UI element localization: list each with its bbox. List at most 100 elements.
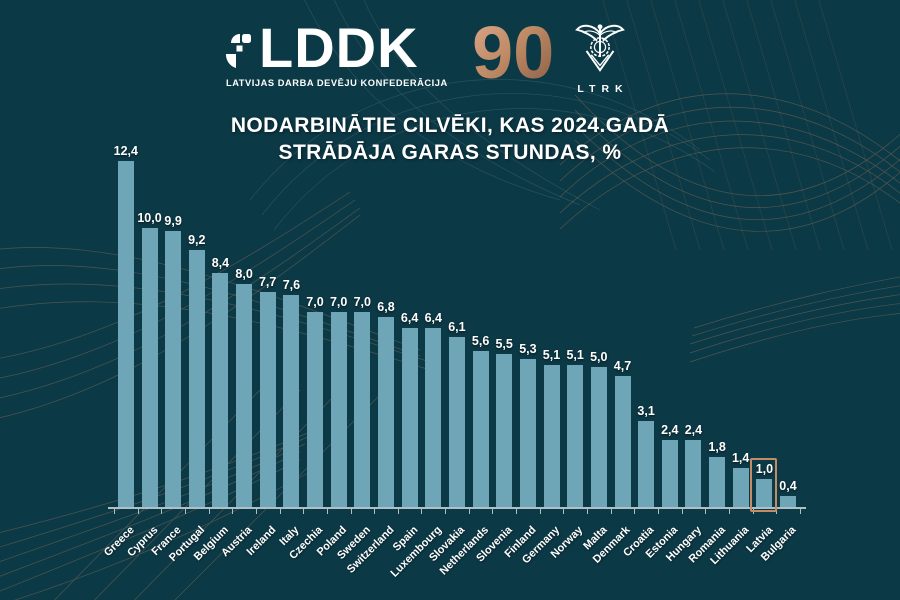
value-label: 7,7 xyxy=(258,275,277,289)
value-label: 8,4 xyxy=(211,256,230,270)
x-axis-tick xyxy=(799,507,801,514)
bar-croatia xyxy=(638,421,655,507)
category-label: Bulgaria xyxy=(660,520,799,564)
bar-latvia xyxy=(756,479,773,507)
bar-greece xyxy=(117,161,134,507)
bar-sweden xyxy=(354,312,371,507)
value-label: 5,0 xyxy=(590,350,608,364)
lddk-logo-mark-icon xyxy=(226,33,251,68)
value-label: 5,3 xyxy=(519,342,537,356)
value-label: 5,1 xyxy=(566,348,584,362)
value-label: 2,4 xyxy=(661,423,679,437)
bar-spain xyxy=(401,328,418,507)
bar-cyprus xyxy=(141,228,158,507)
value-label: 5,6 xyxy=(471,334,490,348)
bar-denmark xyxy=(614,376,631,507)
x-axis-tick xyxy=(705,507,707,514)
bar-czechia xyxy=(307,312,323,507)
x-axis-tick xyxy=(657,507,659,514)
bar-portugal xyxy=(188,250,205,507)
value-label: 3,1 xyxy=(637,404,655,418)
x-axis-tick xyxy=(137,507,139,514)
x-axis-tick xyxy=(421,507,423,514)
x-axis-tick xyxy=(728,507,730,514)
value-label: 6,4 xyxy=(424,311,442,325)
bar-poland xyxy=(330,312,347,507)
x-axis-tick xyxy=(587,507,588,514)
bar-lithuania xyxy=(732,468,749,507)
bar-finland xyxy=(519,359,536,507)
ltrk-letters: LTRK xyxy=(577,83,629,95)
value-label: 1,8 xyxy=(708,440,726,454)
value-label: 6,4 xyxy=(400,311,419,325)
value-label: 2,4 xyxy=(684,423,703,437)
chart-title-line2: STRĀDĀJA GARAS STUNDAS, % xyxy=(278,141,622,164)
bar-germany xyxy=(543,365,560,507)
bar-norway xyxy=(567,365,584,507)
x-axis-tick xyxy=(184,507,186,514)
x-axis-tick xyxy=(492,507,494,514)
value-label: 1,0 xyxy=(755,462,774,476)
bar-switzerland xyxy=(378,317,394,507)
ltrk-emblem-icon xyxy=(575,24,625,72)
bar-slovakia xyxy=(448,337,465,507)
x-axis-line xyxy=(108,507,806,509)
x-axis-tick xyxy=(634,507,636,514)
ltrk-logo: LTRK xyxy=(568,22,632,95)
x-axis-tick xyxy=(516,507,517,514)
bar-belgium xyxy=(212,273,229,507)
x-axis-tick xyxy=(303,507,305,514)
bar-italy xyxy=(283,295,300,507)
value-label: 5,5 xyxy=(495,337,513,351)
x-axis-tick xyxy=(350,507,352,514)
value-label: 6,1 xyxy=(448,320,466,334)
x-axis-tick xyxy=(279,507,281,514)
x-axis-tick xyxy=(445,507,447,514)
value-label: 7,0 xyxy=(353,295,371,309)
chart-title: NODARBINĀTIE CILVĒKI, KAS 2024.GADĀ STRĀ… xyxy=(0,112,900,166)
value-label: 6,8 xyxy=(377,300,395,314)
highlight-box-latvia xyxy=(750,458,778,512)
x-axis-tick xyxy=(255,507,257,514)
value-label: 1,4 xyxy=(731,451,750,465)
value-label: 4,7 xyxy=(613,359,632,373)
bar-ireland xyxy=(259,292,276,507)
value-label: 0,4 xyxy=(779,479,797,493)
x-axis-tick xyxy=(681,507,683,514)
x-axis-tick xyxy=(161,507,163,514)
bar-hungary xyxy=(685,440,702,507)
x-axis-tick xyxy=(397,507,399,514)
x-axis-tick xyxy=(114,507,115,514)
value-label: 8,0 xyxy=(235,267,253,281)
category-label-text: Bulgaria xyxy=(758,524,799,564)
value-label: 10,0 xyxy=(137,211,162,225)
x-axis-tick xyxy=(539,507,541,514)
value-label: 7,0 xyxy=(329,295,348,309)
x-axis-tick xyxy=(374,507,376,514)
value-label: 9,9 xyxy=(164,214,182,228)
bar-france xyxy=(165,231,182,507)
lddk-tagline: LATVIJAS DARBA DEVĒJU KONFEDERĀCIJA xyxy=(226,77,448,88)
value-label: 7,0 xyxy=(306,295,324,309)
value-label: 9,2 xyxy=(188,233,206,247)
x-axis-tick xyxy=(468,507,470,514)
bar-estonia xyxy=(661,440,678,507)
value-label: 7,6 xyxy=(282,278,301,292)
lddk-logo-text: LDDK xyxy=(259,16,419,79)
value-label: 12,4 xyxy=(113,144,138,158)
bar-netherlands xyxy=(472,351,489,507)
chart-title-line1: NODARBINĀTIE CILVĒKI, KAS 2024.GADĀ xyxy=(230,114,670,137)
x-axis-tick xyxy=(610,507,612,514)
bar-romania xyxy=(709,457,726,507)
bar-luxembourg xyxy=(425,328,442,507)
bar-bulgaria xyxy=(780,496,796,507)
lddk-logo: LDDK LATVIJAS DARBA DEVĒJU KONFEDERĀCIJA xyxy=(226,16,448,88)
x-axis-tick xyxy=(208,507,210,514)
anniversary-90: 90 xyxy=(472,11,555,94)
value-label: 5,1 xyxy=(542,348,561,362)
bar-austria xyxy=(236,284,253,507)
bar-malta xyxy=(590,367,607,507)
bar-slovenia xyxy=(496,354,513,507)
x-axis-tick xyxy=(232,507,234,514)
